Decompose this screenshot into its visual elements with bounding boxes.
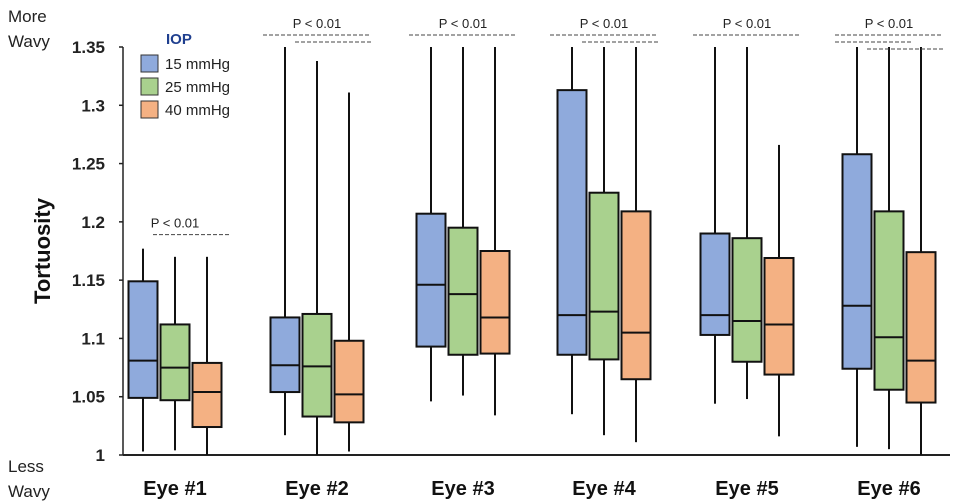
y-tick-label: 1.1 [81, 329, 105, 348]
category-label: Eye #6 [857, 478, 920, 500]
y-bottom-note: Wavy [8, 482, 50, 501]
legend-label: 40 mmHg [165, 102, 230, 119]
y-bottom-note: Less [8, 457, 44, 476]
box [191, 361, 223, 429]
box [447, 226, 479, 356]
category-label: Eye #1 [143, 478, 206, 500]
box [699, 232, 731, 336]
box-layer [127, 47, 937, 455]
box [556, 89, 588, 356]
box [269, 316, 301, 394]
box [333, 339, 365, 424]
box [620, 210, 652, 381]
significance-label: P < 0.01 [723, 16, 772, 31]
significance-label: P < 0.01 [151, 216, 200, 231]
legend-swatch [140, 77, 159, 96]
legend-label: 15 mmHg [165, 56, 230, 73]
legend-label: 25 mmHg [165, 79, 230, 96]
category-label: Eye #3 [431, 478, 494, 500]
y-top-note: More [8, 7, 47, 26]
y-tick-label: 1.3 [81, 96, 105, 115]
category-label: Eye #2 [285, 478, 348, 500]
legend-title: IOP [166, 31, 192, 48]
y-tick-label: 1.2 [81, 213, 105, 232]
box [841, 153, 873, 370]
box [731, 237, 763, 363]
y-axis-label: Tortuosity [30, 197, 55, 304]
significance-layer: P < 0.01 P < 0.01 P < 0.01 P < 0.01 P < 0.01… [151, 16, 943, 236]
legend-swatch [140, 100, 159, 119]
axis-layer [119, 46, 950, 456]
legend: IOP 15 mmHg 25 mmHg 40 mmHg [140, 31, 230, 119]
significance-label: P < 0.01 [580, 16, 629, 31]
y-tick-label: 1.05 [72, 388, 105, 407]
y-tick-label: 1.25 [72, 155, 105, 174]
y-tick-label: 1.35 [72, 38, 105, 57]
box [127, 280, 159, 399]
box [873, 210, 905, 391]
box [588, 191, 620, 361]
box [301, 312, 333, 418]
box [763, 256, 795, 376]
significance-label: P < 0.01 [293, 16, 342, 31]
box [159, 323, 191, 402]
category-label: Eye #5 [715, 478, 778, 500]
category-label: Eye #4 [572, 478, 636, 500]
box [905, 251, 937, 404]
y-tick-label: 1.15 [72, 271, 105, 290]
box [479, 250, 511, 355]
y-top-note: Wavy [8, 32, 50, 51]
significance-label: P < 0.01 [865, 16, 914, 31]
label-layer: 1 1.05 1.1 1.15 1.2 1.25 1.3 1.35 Tortuosity More… [8, 7, 921, 501]
legend-swatch [140, 54, 159, 73]
y-tick-label: 1 [96, 446, 105, 465]
box [415, 212, 447, 348]
significance-label: P < 0.01 [439, 16, 488, 31]
